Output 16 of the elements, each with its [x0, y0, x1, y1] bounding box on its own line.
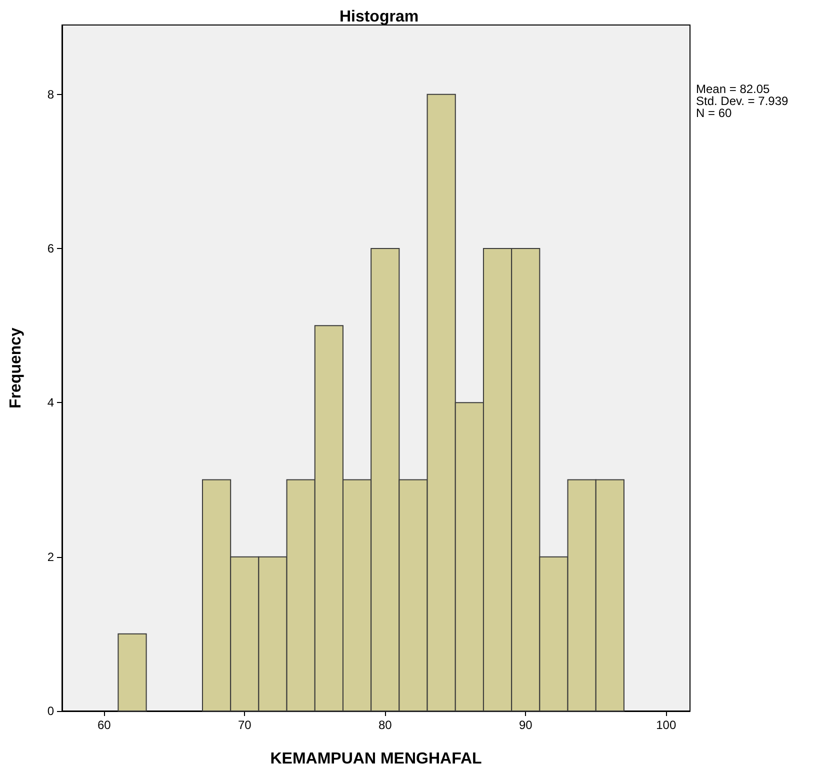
- y-tick-label: 6: [47, 242, 54, 256]
- x-axis-title: KEMAMPUAN MENGHAFAL: [270, 750, 482, 768]
- text: N = 60: [696, 106, 732, 120]
- y-tick-label: 0: [47, 704, 54, 718]
- x-tick-label: 100: [656, 718, 676, 732]
- x-tick-label: 90: [518, 718, 533, 732]
- x-tick-label: 80: [378, 718, 392, 732]
- y-tick-label: 8: [47, 87, 54, 102]
- text: Mean = 82.05: [696, 82, 770, 96]
- y-tick-label: 4: [47, 396, 54, 410]
- y-axis-title: Frequency: [8, 327, 24, 408]
- x-tick-label: 60: [97, 718, 112, 732]
- y-tick-label: 2: [47, 550, 54, 564]
- text: Std. Dev. = 7.939: [696, 94, 788, 108]
- chart-title: Histogram: [339, 8, 419, 26]
- x-tick-label: 70: [238, 718, 252, 732]
